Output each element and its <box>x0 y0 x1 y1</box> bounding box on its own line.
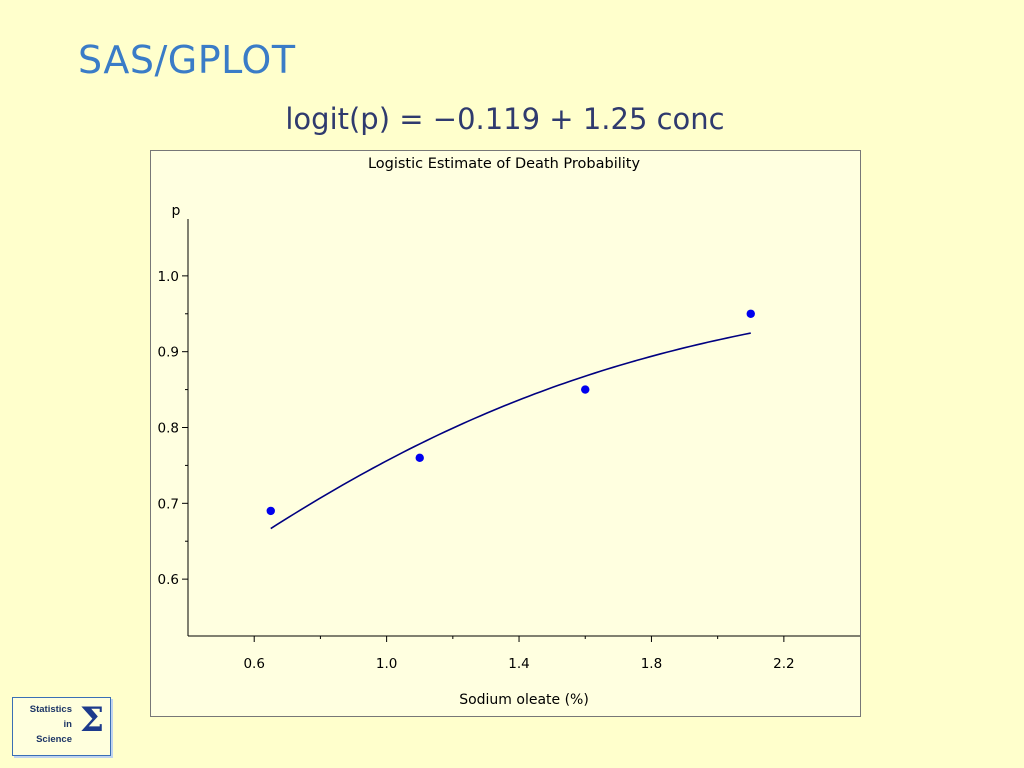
logo-line-1: Statistics <box>29 704 72 715</box>
data-point <box>581 385 590 394</box>
y-tick-label: 1.0 <box>158 269 179 285</box>
slide-title: SAS/GPLOT <box>78 38 296 82</box>
y-tick-label: 0.9 <box>158 345 179 361</box>
data-point <box>266 506 275 516</box>
logo-line-2: in <box>63 719 72 730</box>
y-tick-label: 0.8 <box>158 421 179 437</box>
sigma-icon: Σ <box>79 700 104 740</box>
data-point <box>746 309 755 318</box>
y-axis-label: p <box>172 203 181 219</box>
chart-svg: Logistic Estimate of Death Probability p… <box>158 156 860 708</box>
logo-text: Statistics in Science <box>30 702 72 747</box>
data-point <box>415 453 424 463</box>
x-tick-label: 0.6 <box>243 656 264 672</box>
x-tick-label: 1.8 <box>641 656 662 672</box>
chart-frame: Logistic Estimate of Death Probability p… <box>150 150 861 717</box>
data-points-layer <box>266 309 755 516</box>
x-tick-label: 2.2 <box>773 656 794 672</box>
x-axis-label: Sodium oleate (%) <box>459 692 589 708</box>
fitted-logistic-curve <box>270 332 751 530</box>
axes: 0.6 0.7 0.8 0.9 1.0 0.6 1.0 1.4 1.8 2.2 <box>158 219 860 672</box>
x-tick-label: 1.4 <box>508 656 529 672</box>
fitted-curve-layer <box>270 332 751 530</box>
y-tick-label: 0.6 <box>158 572 179 588</box>
y-tick-label: 0.7 <box>158 496 179 512</box>
statistics-in-science-logo: Statistics in Science Σ <box>12 697 111 756</box>
logo-line-3: Science <box>36 734 72 745</box>
x-tick-label: 1.0 <box>376 656 397 672</box>
model-equation: logit(p) = −0.119 + 1.25 conc <box>285 102 725 136</box>
chart-title: Logistic Estimate of Death Probability <box>368 156 641 172</box>
